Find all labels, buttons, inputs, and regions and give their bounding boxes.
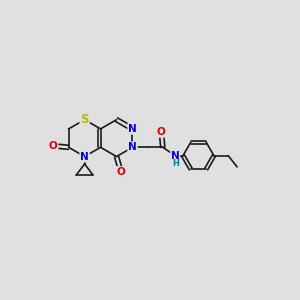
Text: N: N [128,142,137,152]
Text: O: O [49,141,58,151]
Text: O: O [157,127,166,137]
Text: N: N [128,124,137,134]
Text: N: N [80,152,89,161]
Text: H: H [172,160,179,169]
Text: S: S [80,113,89,126]
Text: N: N [171,151,180,160]
Text: O: O [117,167,125,177]
